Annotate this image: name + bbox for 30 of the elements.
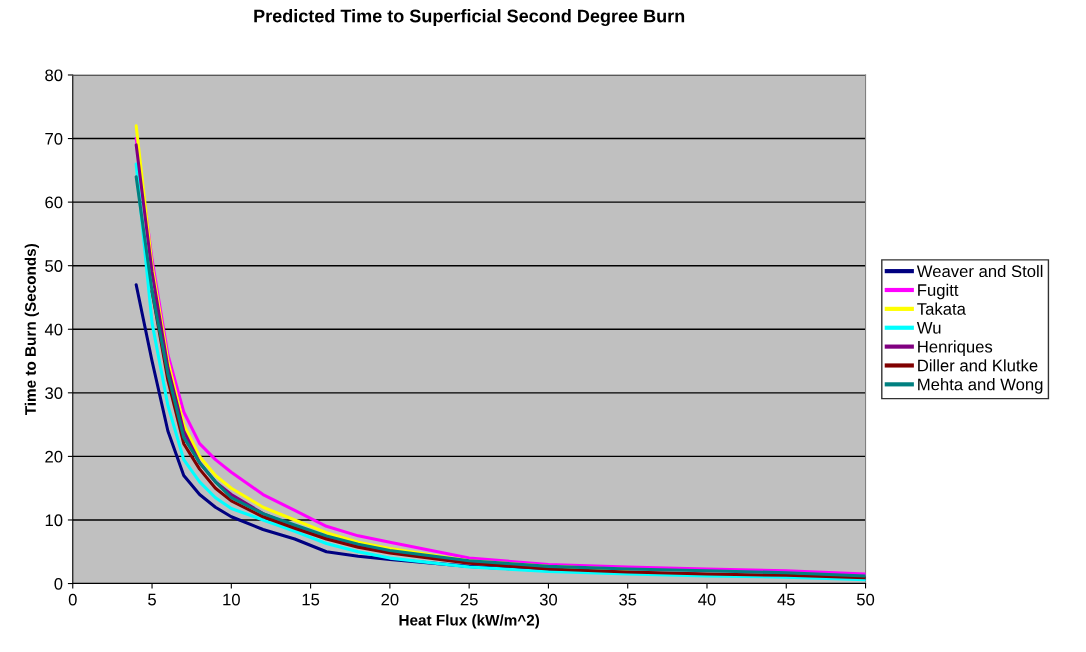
legend-label: Weaver and Stoll [916, 264, 1043, 278]
legend-label: Diller and Klutke [918, 359, 1038, 372]
legend-label: Mehta and Wong [918, 378, 1043, 394]
y-tick-label: 0 [54, 577, 63, 590]
legend-label: Wu [916, 322, 941, 334]
y-tick-label: 30 [45, 387, 63, 400]
x-tick-label: 20 [381, 593, 399, 606]
x-tick-label: 45 [777, 593, 795, 606]
chart-title: Predicted Time to Superficial Second Degree Burn [254, 9, 685, 27]
y-tick-label: 20 [45, 450, 63, 463]
x-tick-label: 10 [223, 593, 240, 606]
x-axis-title: Heat Flux (kW/m^2) [399, 614, 540, 629]
y-tick-label: 40 [44, 323, 63, 336]
x-tick-label: 50 [856, 593, 875, 606]
y-tick-label: 80 [45, 69, 63, 82]
x-tick-label: 5 [148, 593, 156, 606]
x-tick-label: 15 [302, 593, 320, 606]
x-tick-label: 35 [619, 593, 637, 606]
x-tick-label: 25 [460, 593, 478, 606]
y-tick-label: 70 [45, 132, 63, 145]
legend-label: Takata [917, 302, 966, 315]
y-tick-label: 50 [45, 260, 63, 272]
y-tick-label: 10 [45, 514, 63, 527]
x-tick-label: 40 [698, 593, 716, 606]
legend-label: Henriques [918, 340, 993, 356]
legend-label: Fugitt [918, 283, 959, 300]
y-tick-label: 60 [45, 196, 63, 209]
x-tick-label: 0 [68, 593, 77, 606]
x-tick-label: 30 [539, 593, 558, 606]
y-axis-title: Time to Burn (Seconds) [24, 243, 39, 416]
